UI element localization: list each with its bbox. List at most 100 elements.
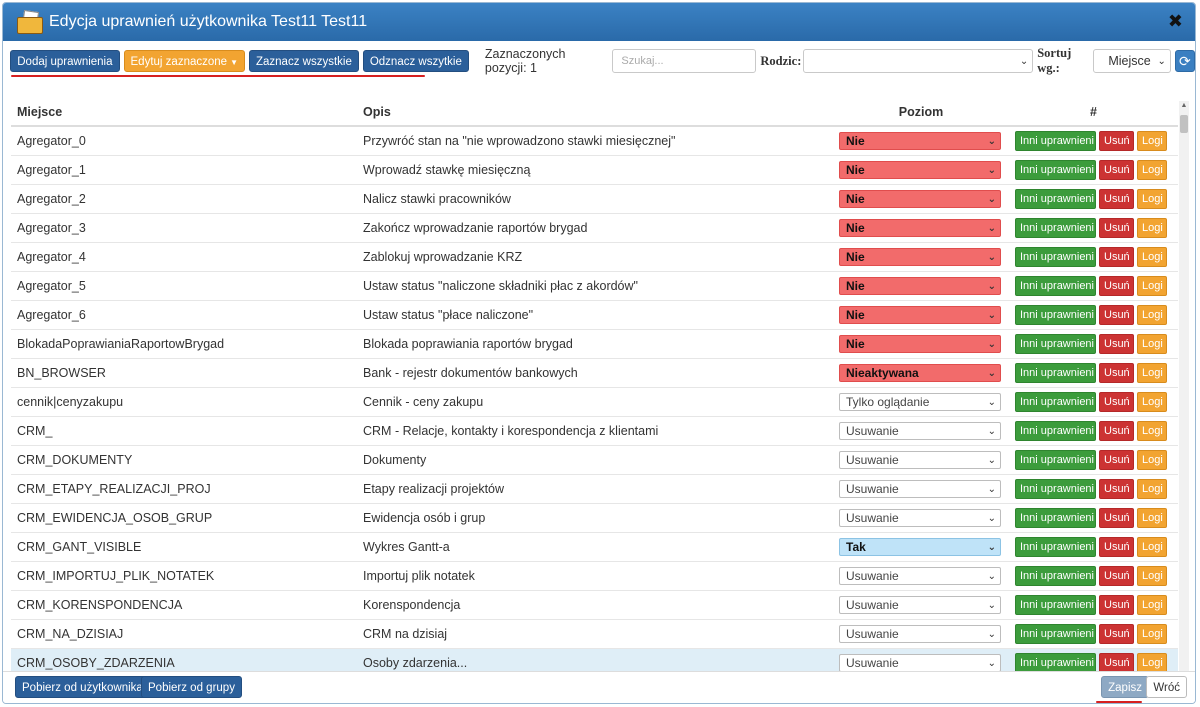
table-row[interactable]: CRM_IMPORTUJ_PLIK_NOTATEK Importuj plik n… (11, 561, 1178, 591)
other-users-button[interactable]: Inni uprawnieni (1015, 218, 1096, 238)
table-row[interactable]: CRM_KORENSPONDENCJA Korenspondencja Usuwan… (11, 590, 1178, 620)
sort-select[interactable]: Miejsce ⌄ (1093, 49, 1171, 73)
delete-button[interactable]: Usuń (1099, 247, 1134, 267)
table-row[interactable]: BlokadaPoprawianiaRaportowBrygad Blokada … (11, 329, 1178, 359)
logs-button[interactable]: Logi (1137, 247, 1167, 267)
level-select[interactable]: Tak ⌄ (839, 538, 1001, 556)
table-row[interactable]: Agregator_5 Ustaw status "naliczone skład… (11, 271, 1178, 301)
col-header-desc[interactable]: Opis (357, 99, 833, 127)
deselect-all-button[interactable]: Odznacz wszytkie (362, 50, 469, 72)
level-select[interactable]: Nie ⌄ (839, 190, 1001, 208)
level-select[interactable]: Nie ⌄ (839, 132, 1001, 150)
table-row[interactable]: Agregator_3 Zakończ wprowadzanie raportów… (11, 213, 1178, 243)
logs-button[interactable]: Logi (1137, 537, 1167, 557)
vertical-scrollbar[interactable]: ▲ (1179, 101, 1189, 671)
other-users-button[interactable]: Inni uprawnieni (1015, 131, 1096, 151)
level-select[interactable]: Nie ⌄ (839, 277, 1001, 295)
level-select[interactable]: Usuwanie ⌄ (839, 451, 1001, 469)
add-permissions-button[interactable]: Dodaj uprawnienia (10, 50, 120, 72)
select-all-button[interactable]: Zaznacz wszystkie (248, 50, 359, 72)
other-users-button[interactable]: Inni uprawnieni (1015, 595, 1096, 615)
table-row[interactable]: Agregator_6 Ustaw status "płace naliczone… (11, 300, 1178, 330)
table-row[interactable]: Agregator_2 Nalicz stawki pracowników Nie ⌄… (11, 184, 1178, 214)
logs-button[interactable]: Logi (1137, 392, 1167, 412)
level-select[interactable]: Usuwanie ⌄ (839, 567, 1001, 585)
table-row[interactable]: CRM_GANT_VISIBLE Wykres Gantt-a Tak ⌄ Inni u… (11, 532, 1178, 562)
refresh-icon[interactable]: ⟳ (1174, 50, 1195, 72)
copy-from-group-button[interactable]: Pobierz od grupy (141, 676, 242, 698)
level-select[interactable]: Usuwanie ⌄ (839, 480, 1001, 498)
search-input[interactable] (612, 49, 757, 73)
table-row[interactable]: CRM_OSOBY_ZDARZENIA Osoby zdarzenia... Usu… (11, 648, 1178, 671)
logs-button[interactable]: Logi (1137, 189, 1167, 209)
delete-button[interactable]: Usuń (1099, 363, 1134, 383)
table-row[interactable]: cennik|cenyzakupu Cennik - ceny zakupu Tyl… (11, 387, 1178, 417)
table-row[interactable]: Agregator_1 Wprowadź stawkę miesięczną Nie… (11, 155, 1178, 185)
delete-button[interactable]: Usuń (1099, 450, 1134, 470)
delete-button[interactable]: Usuń (1099, 218, 1134, 238)
logs-button[interactable]: Logi (1137, 363, 1167, 383)
level-select[interactable]: Usuwanie ⌄ (839, 596, 1001, 614)
level-select[interactable]: Usuwanie ⌄ (839, 509, 1001, 527)
level-select[interactable]: Usuwanie ⌄ (839, 625, 1001, 643)
other-users-button[interactable]: Inni uprawnieni (1015, 276, 1096, 296)
close-icon[interactable]: ✖ (1167, 11, 1183, 31)
level-select[interactable]: Nie ⌄ (839, 219, 1001, 237)
delete-button[interactable]: Usuń (1099, 595, 1134, 615)
delete-button[interactable]: Usuń (1099, 131, 1134, 151)
other-users-button[interactable]: Inni uprawnieni (1015, 566, 1096, 586)
delete-button[interactable]: Usuń (1099, 334, 1134, 354)
other-users-button[interactable]: Inni uprawnieni (1015, 537, 1096, 557)
delete-button[interactable]: Usuń (1099, 479, 1134, 499)
level-select[interactable]: Nie ⌄ (839, 335, 1001, 353)
table-row[interactable]: CRM_ETAPY_REALIZACJI_PROJ Etapy realizacj… (11, 474, 1178, 504)
other-users-button[interactable]: Inni uprawnieni (1015, 479, 1096, 499)
logs-button[interactable]: Logi (1137, 450, 1167, 470)
logs-button[interactable]: Logi (1137, 421, 1167, 441)
table-row[interactable]: Agregator_0 Przywróć stan na "nie wprowad… (11, 125, 1178, 156)
logs-button[interactable]: Logi (1137, 479, 1167, 499)
other-users-button[interactable]: Inni uprawnieni (1015, 334, 1096, 354)
back-button[interactable]: Wróć (1146, 676, 1187, 698)
other-users-button[interactable]: Inni uprawnieni (1015, 653, 1096, 671)
delete-button[interactable]: Usuń (1099, 537, 1134, 557)
logs-button[interactable]: Logi (1137, 276, 1167, 296)
delete-button[interactable]: Usuń (1099, 305, 1134, 325)
col-header-place[interactable]: Miejsce (11, 99, 357, 127)
logs-button[interactable]: Logi (1137, 653, 1167, 671)
logs-button[interactable]: Logi (1137, 160, 1167, 180)
logs-button[interactable]: Logi (1137, 566, 1167, 586)
other-users-button[interactable]: Inni uprawnieni (1015, 160, 1096, 180)
logs-button[interactable]: Logi (1137, 595, 1167, 615)
other-users-button[interactable]: Inni uprawnieni (1015, 392, 1096, 412)
delete-button[interactable]: Usuń (1099, 189, 1134, 209)
other-users-button[interactable]: Inni uprawnieni (1015, 247, 1096, 267)
copy-from-user-button[interactable]: Pobierz od użytkownika (15, 676, 150, 698)
delete-button[interactable]: Usuń (1099, 276, 1134, 296)
delete-button[interactable]: Usuń (1099, 508, 1134, 528)
parent-select[interactable]: ⌄ (803, 49, 1034, 73)
delete-button[interactable]: Usuń (1099, 624, 1134, 644)
delete-button[interactable]: Usuń (1099, 653, 1134, 671)
logs-button[interactable]: Logi (1137, 508, 1167, 528)
save-button[interactable]: Zapisz (1101, 676, 1149, 698)
level-select[interactable]: Usuwanie ⌄ (839, 422, 1001, 440)
logs-button[interactable]: Logi (1137, 334, 1167, 354)
level-select[interactable]: Tylko oglądanie ⌄ (839, 393, 1001, 411)
table-row[interactable]: Agregator_4 Zablokuj wprowadzanie KRZ Nie ⌄… (11, 242, 1178, 272)
table-row[interactable]: CRM_ CRM - Relacje, kontakty i koresponde… (11, 416, 1178, 446)
level-select[interactable]: Nieaktywana ⌄ (839, 364, 1001, 382)
other-users-button[interactable]: Inni uprawnieni (1015, 508, 1096, 528)
table-row[interactable]: CRM_DOKUMENTY Dokumenty Usuwanie ⌄ Inni upra… (11, 445, 1178, 475)
other-users-button[interactable]: Inni uprawnieni (1015, 450, 1096, 470)
scroll-up-icon[interactable]: ▲ (1180, 102, 1188, 109)
logs-button[interactable]: Logi (1137, 218, 1167, 238)
level-select[interactable]: Nie ⌄ (839, 306, 1001, 324)
table-row[interactable]: CRM_EWIDENCJA_OSOB_GRUP Ewidencja osób i … (11, 503, 1178, 533)
other-users-button[interactable]: Inni uprawnieni (1015, 189, 1096, 209)
table-row[interactable]: CRM_NA_DZISIAJ CRM na dzisiaj Usuwanie ⌄ Inn… (11, 619, 1178, 649)
scroll-thumb[interactable] (1180, 115, 1188, 133)
delete-button[interactable]: Usuń (1099, 160, 1134, 180)
edit-selected-button[interactable]: Edytuj zaznaczone ▼ (123, 50, 245, 72)
level-select[interactable]: Nie ⌄ (839, 161, 1001, 179)
